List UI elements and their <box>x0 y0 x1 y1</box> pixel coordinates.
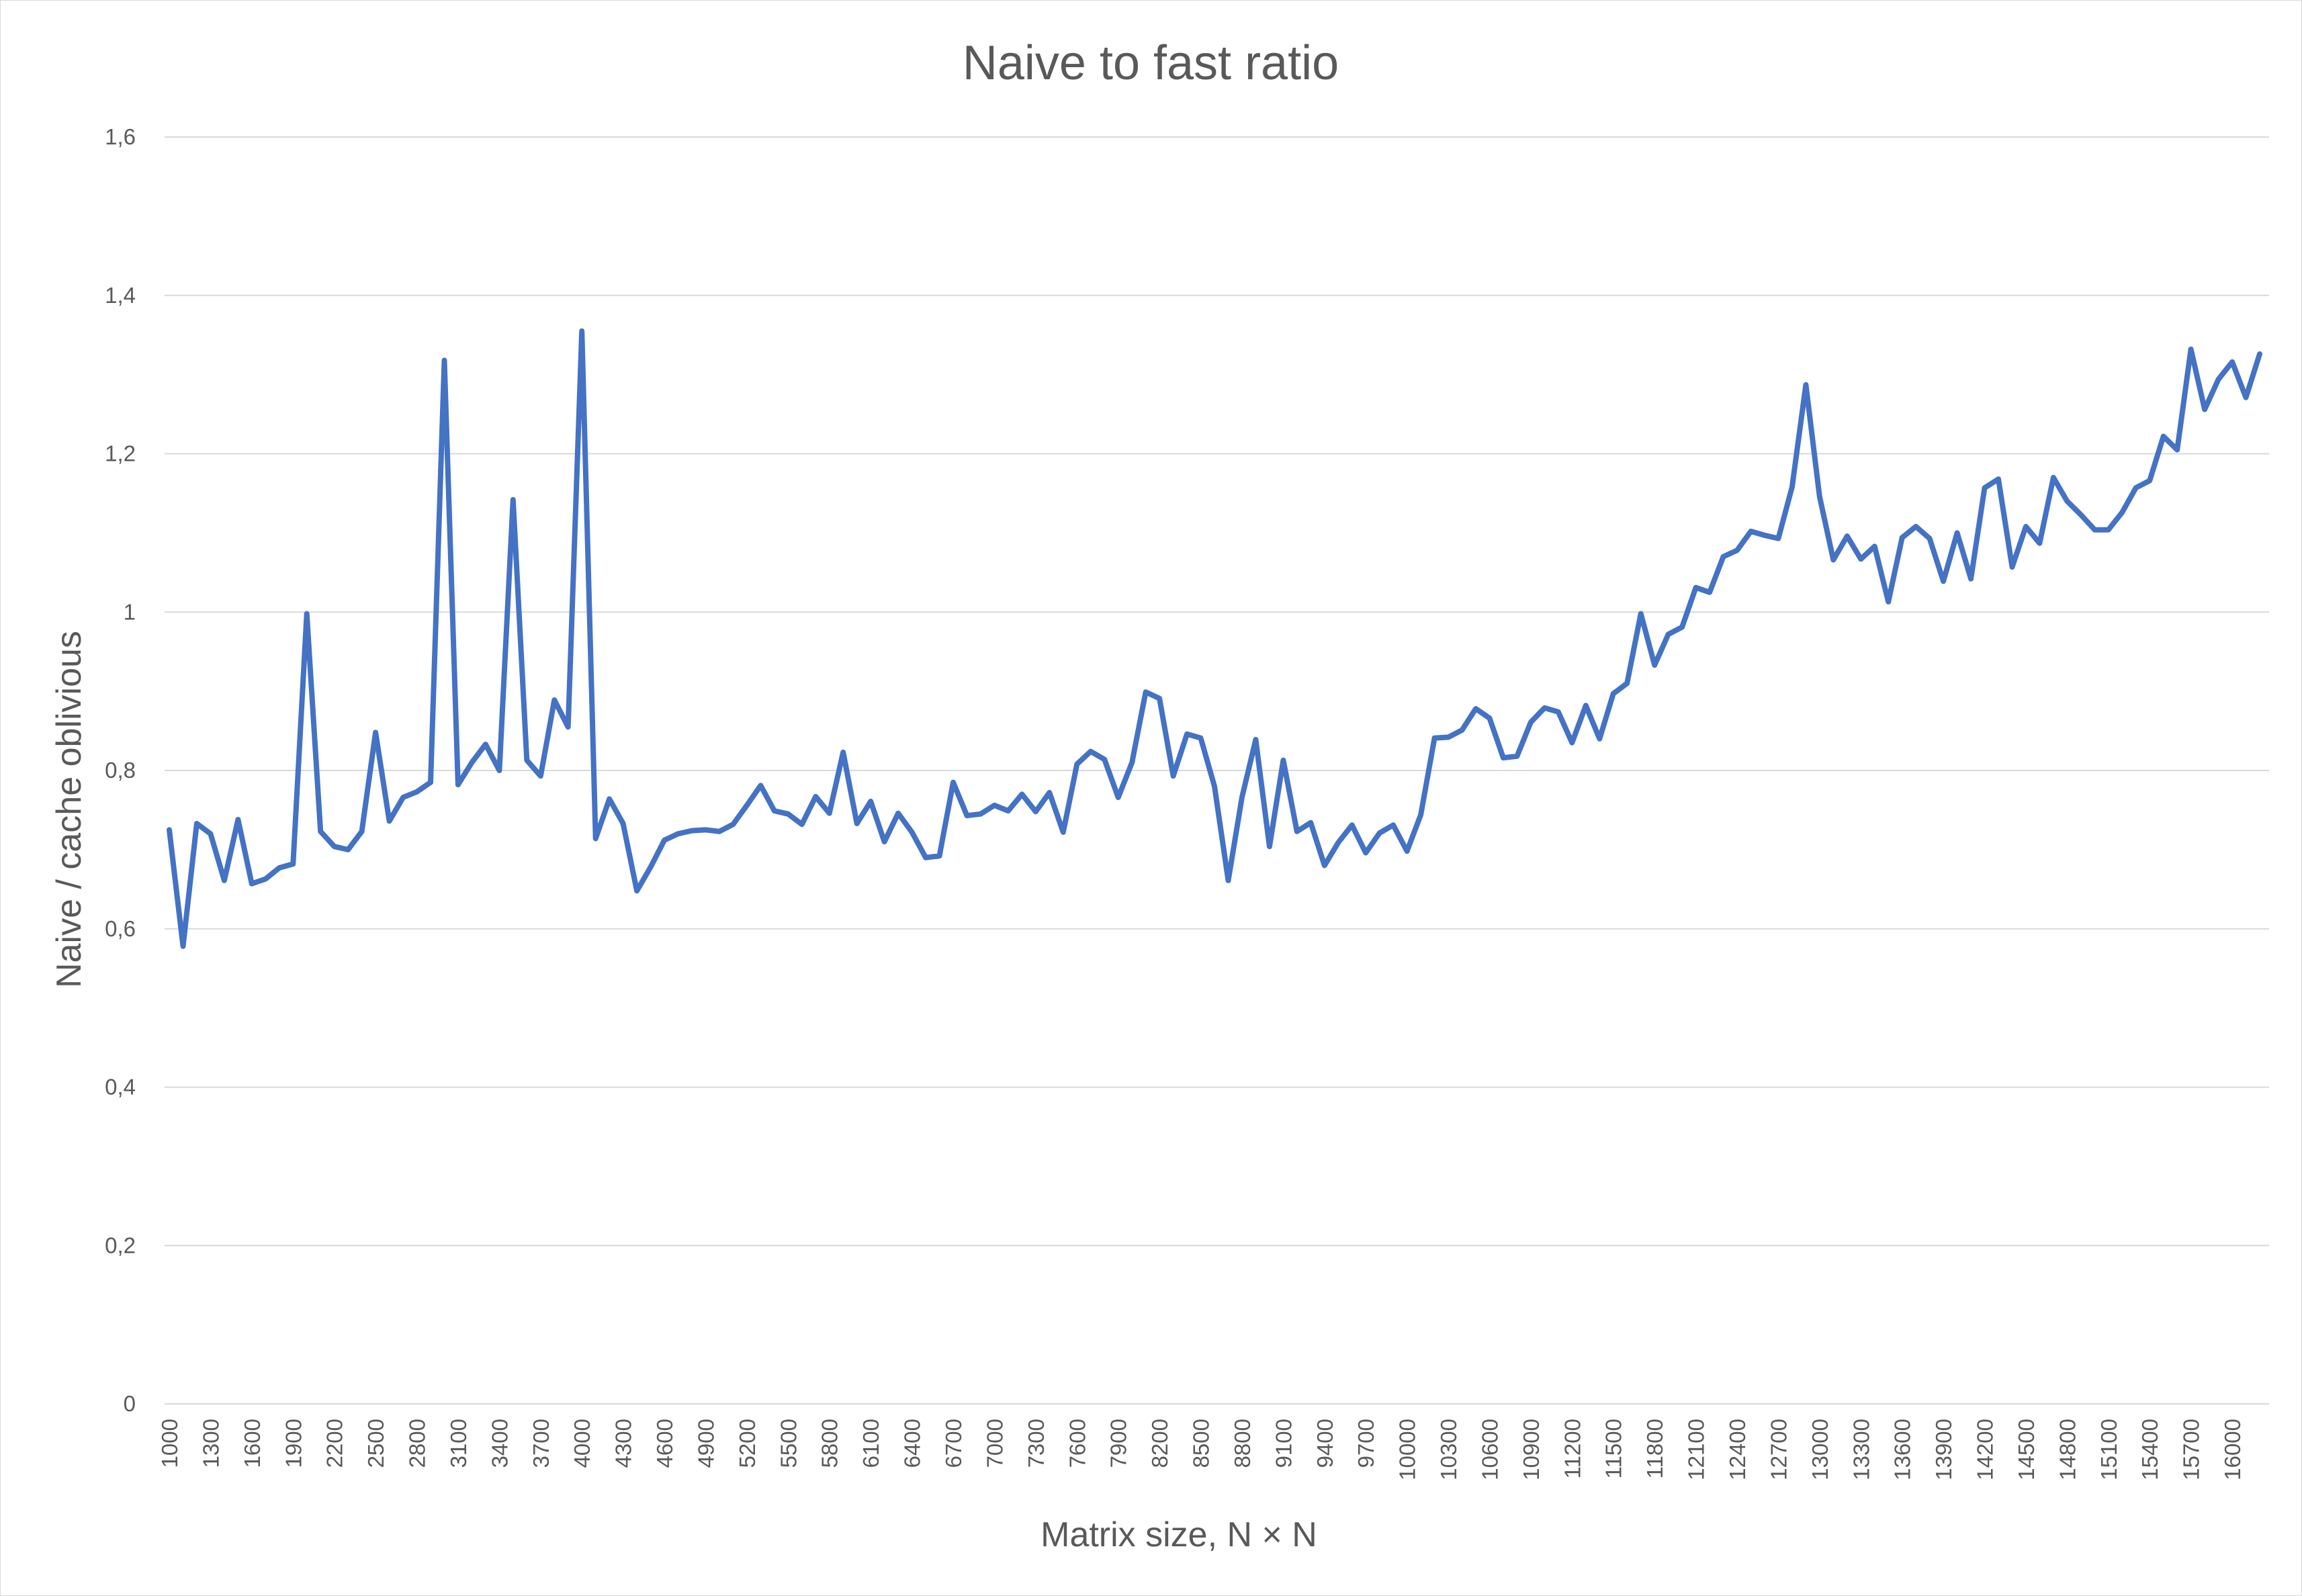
x-tick-label: 7600 <box>1065 1419 1090 1468</box>
x-tick-label: 15400 <box>2137 1419 2162 1480</box>
x-tick-label: 12100 <box>1684 1419 1709 1480</box>
y-tick-label: 1 <box>124 599 136 624</box>
x-tick-label: 10300 <box>1436 1419 1461 1480</box>
x-tick-label: 6400 <box>900 1419 925 1468</box>
x-tick-label: 4000 <box>570 1419 594 1468</box>
x-tick-label: 7900 <box>1106 1419 1131 1468</box>
x-tick-label: 5500 <box>776 1419 801 1468</box>
y-tick-label: 1,6 <box>105 124 136 149</box>
x-tick-label: 4900 <box>693 1419 718 1468</box>
x-tick-label: 6100 <box>858 1419 883 1468</box>
x-tick-label: 2800 <box>405 1419 430 1468</box>
x-tick-label: 15100 <box>2096 1419 2121 1480</box>
x-axis-ticks: 1000 1300 1600 1900 2200 2500 2800 3100 3400 3700… <box>157 1419 2245 1480</box>
x-tick-label: 6700 <box>941 1419 966 1468</box>
x-tick-label: 12400 <box>1725 1419 1750 1480</box>
x-tick-label: 13900 <box>1931 1419 1956 1480</box>
x-tick-label: 5800 <box>817 1419 842 1468</box>
x-tick-label: 1300 <box>198 1419 223 1468</box>
x-tick-label: 3400 <box>487 1419 512 1468</box>
y-tick-label: 1,2 <box>105 441 136 466</box>
x-tick-label: 9100 <box>1271 1419 1296 1468</box>
x-tick-label: 15700 <box>2179 1419 2204 1480</box>
x-tick-label: 2200 <box>322 1419 347 1468</box>
x-tick-label: 1900 <box>281 1419 306 1468</box>
x-tick-label: 10600 <box>1477 1419 1502 1480</box>
x-tick-label: 8800 <box>1230 1419 1255 1468</box>
x-tick-label: 14800 <box>2055 1419 2080 1480</box>
x-tick-label: 11200 <box>1560 1419 1585 1478</box>
y-tick-label: 0,8 <box>105 758 136 783</box>
x-tick-label: 3100 <box>446 1419 471 1468</box>
x-tick-label: 10900 <box>1519 1419 1544 1480</box>
x-tick-label: 7000 <box>982 1419 1007 1468</box>
x-tick-label: 7300 <box>1024 1419 1049 1468</box>
x-axis-title: Matrix size, N × N <box>1041 1515 1317 1554</box>
y-tick-label: 1,4 <box>105 283 136 308</box>
x-tick-label: 8500 <box>1189 1419 1214 1468</box>
x-tick-label: 13000 <box>1808 1419 1832 1480</box>
gridlines <box>165 136 2269 1405</box>
y-tick-label: 0,6 <box>105 916 136 941</box>
chart-title: Naive to fast ratio <box>963 36 1339 90</box>
x-tick-label: 16000 <box>2220 1419 2245 1480</box>
y-tick-label: 0,2 <box>105 1233 136 1257</box>
y-tick-label: 0,4 <box>105 1075 136 1100</box>
y-tick-label: 0 <box>124 1391 136 1416</box>
x-tick-label: 4300 <box>611 1419 636 1468</box>
x-tick-label: 9700 <box>1354 1419 1378 1468</box>
x-tick-label: 14200 <box>1973 1419 1998 1480</box>
x-tick-label: 12700 <box>1766 1419 1791 1480</box>
series-line-ratio <box>167 328 2262 949</box>
x-tick-label: 13300 <box>1849 1419 1873 1480</box>
y-axis-ticks: 0 0,2 0,4 0,6 0,8 1 1,2 1,4 1,6 <box>105 124 136 1416</box>
x-tick-label: 13600 <box>1890 1419 1915 1480</box>
x-tick-label: 3700 <box>529 1419 554 1468</box>
x-tick-label: 10000 <box>1395 1419 1420 1480</box>
x-tick-label: 14500 <box>2014 1419 2039 1480</box>
x-tick-label: 9400 <box>1313 1419 1337 1468</box>
x-tick-label: 8200 <box>1147 1419 1172 1468</box>
x-tick-label: 1000 <box>157 1419 182 1468</box>
x-tick-label: 11800 <box>1642 1419 1667 1478</box>
y-axis-title: Naive / cache oblivious <box>50 631 89 988</box>
x-tick-label: 4600 <box>652 1419 677 1468</box>
x-tick-label: 2500 <box>363 1419 388 1468</box>
x-tick-label: 1600 <box>240 1419 265 1468</box>
x-tick-label: 11500 <box>1601 1419 1626 1478</box>
x-tick-label: 5200 <box>735 1419 760 1468</box>
